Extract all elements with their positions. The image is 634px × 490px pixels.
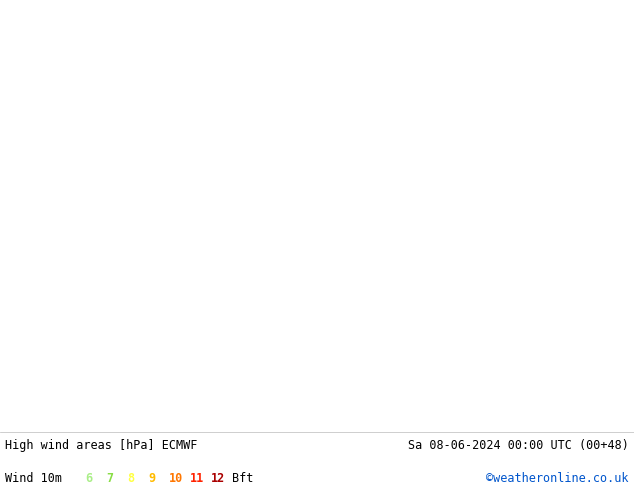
Text: Wind 10m: Wind 10m — [5, 472, 62, 486]
Text: 12: 12 — [211, 472, 225, 486]
Text: Sa 08-06-2024 00:00 UTC (00+48): Sa 08-06-2024 00:00 UTC (00+48) — [408, 439, 629, 452]
Text: 7: 7 — [107, 472, 113, 486]
Text: High wind areas [hPa] ECMWF: High wind areas [hPa] ECMWF — [5, 439, 197, 452]
Text: ©weatheronline.co.uk: ©weatheronline.co.uk — [486, 472, 629, 486]
Text: Bft: Bft — [232, 472, 254, 486]
Text: 11: 11 — [190, 472, 204, 486]
Text: 6: 6 — [86, 472, 93, 486]
Text: 8: 8 — [127, 472, 134, 486]
Text: 10: 10 — [169, 472, 183, 486]
Text: 9: 9 — [148, 472, 155, 486]
